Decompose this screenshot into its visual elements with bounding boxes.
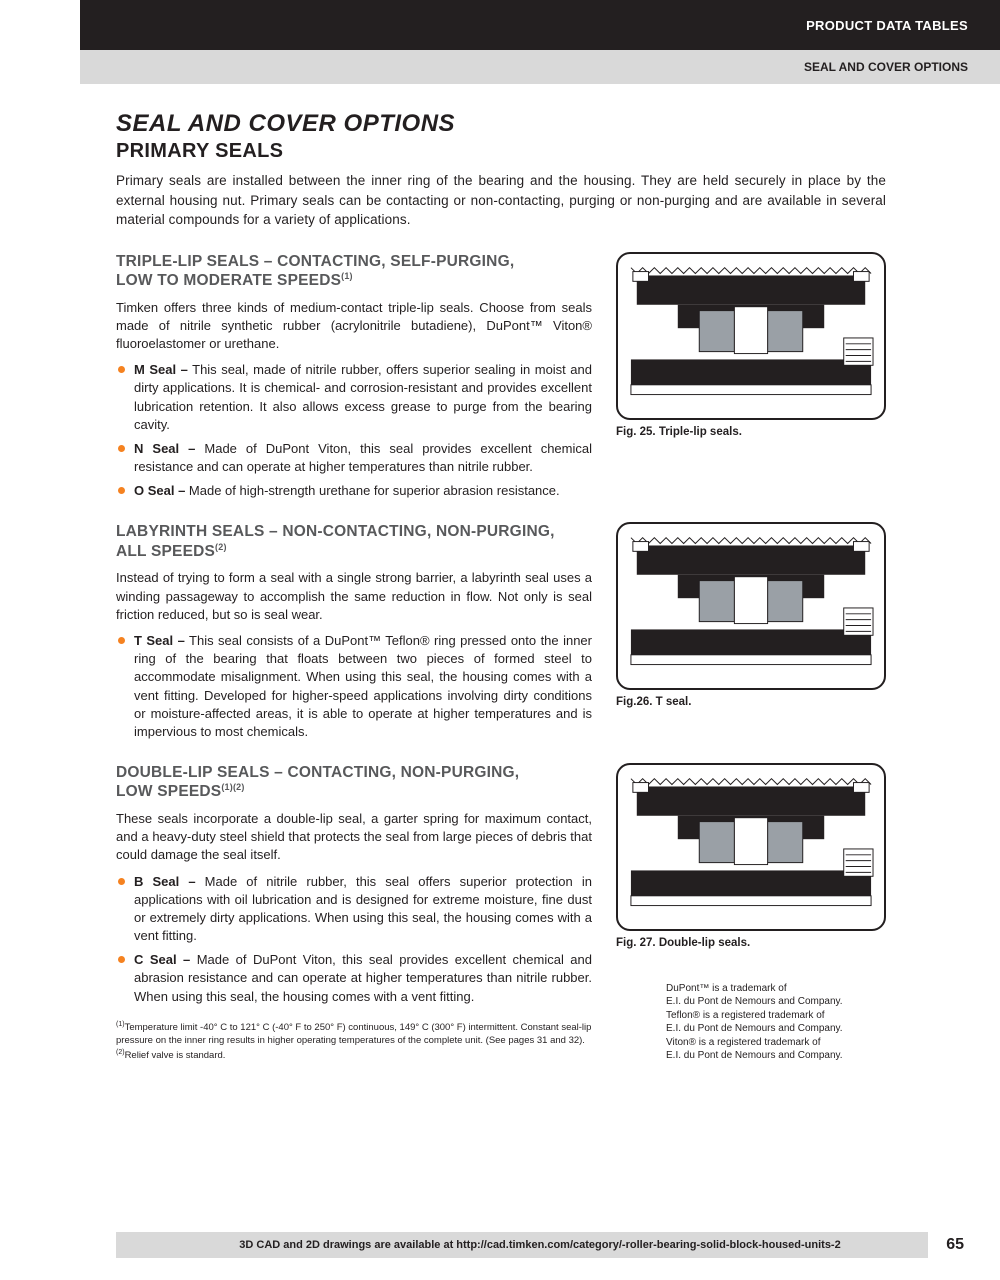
tm-line: Viton® is a registered trademark of	[666, 1036, 886, 1050]
footnote: (1)Temperature limit -40° C to 121° C (-…	[116, 1020, 616, 1048]
header-black-text: PRODUCT DATA TABLES	[806, 18, 968, 33]
footnote: (2)Relief valve is standard.	[116, 1048, 616, 1063]
seal-diagram	[618, 765, 884, 929]
bullet-item: N Seal – Made of DuPont Viton, this seal…	[116, 440, 592, 476]
section-2: DOUBLE-LIP SEALS – CONTACTING, NON-PURGI…	[116, 763, 886, 1006]
footer-bar: 3D CAD and 2D drawings are available at …	[116, 1232, 964, 1258]
bullet-item: T Seal – This seal consists of a DuPont™…	[116, 632, 592, 741]
bullet-item: O Seal – Made of high-strength urethane …	[116, 482, 592, 500]
figure-box	[616, 252, 886, 420]
intro-paragraph: Primary seals are installed between the …	[116, 171, 886, 230]
section-body: Instead of trying to form a seal with a …	[116, 569, 592, 624]
figure-box	[616, 522, 886, 690]
figure-box	[616, 763, 886, 931]
bullet-item: M Seal – This seal, made of nitrile rubb…	[116, 361, 592, 434]
figure-caption: Fig. 27. Double-lip seals.	[616, 937, 886, 949]
section-body: These seals incorporate a double-lip sea…	[116, 810, 592, 865]
bullet-item: C Seal – Made of DuPont Viton, this seal…	[116, 951, 592, 1006]
tm-line: E.I. du Pont de Nemours and Company.	[666, 995, 886, 1009]
page-number: 65	[928, 1232, 964, 1258]
tm-line: DuPont™ is a trademark of	[666, 982, 886, 996]
bullet-list: T Seal – This seal consists of a DuPont™…	[116, 632, 592, 741]
tm-line: E.I. du Pont de Nemours and Company.	[666, 1049, 886, 1063]
figure-caption: Fig. 25. Triple-lip seals.	[616, 426, 886, 438]
bullet-item: B Seal – Made of nitrile rubber, this se…	[116, 873, 592, 946]
header-grey-text: SEAL AND COVER OPTIONS	[804, 60, 968, 74]
figure-caption: Fig.26. T seal.	[616, 696, 886, 708]
section-0: TRIPLE-LIP SEALS – CONTACTING, SELF-PURG…	[116, 252, 886, 501]
section-heading: DOUBLE-LIP SEALS – CONTACTING, NON-PURGI…	[116, 763, 592, 802]
seal-diagram	[618, 254, 884, 418]
bullet-list: M Seal – This seal, made of nitrile rubb…	[116, 361, 592, 500]
trademark-note: DuPont™ is a trademark ofE.I. du Pont de…	[666, 982, 886, 1063]
section-heading: TRIPLE-LIP SEALS – CONTACTING, SELF-PURG…	[116, 252, 592, 291]
section-body: Timken offers three kinds of medium-cont…	[116, 299, 592, 354]
footer-text: 3D CAD and 2D drawings are available at …	[239, 1239, 840, 1251]
section-1: LABYRINTH SEALS – NON-CONTACTING, NON-PU…	[116, 522, 886, 741]
footnotes: (1)Temperature limit -40° C to 121° C (-…	[116, 1020, 616, 1063]
seal-diagram	[618, 524, 884, 688]
header-grey-bar: SEAL AND COVER OPTIONS	[80, 50, 1000, 84]
page-title: SEAL AND COVER OPTIONS	[116, 110, 886, 138]
section-heading: LABYRINTH SEALS – NON-CONTACTING, NON-PU…	[116, 522, 592, 561]
tm-line: Teflon® is a registered trademark of	[666, 1009, 886, 1023]
page-subtitle: PRIMARY SEALS	[116, 140, 886, 163]
tm-line: E.I. du Pont de Nemours and Company.	[666, 1022, 886, 1036]
header-black-bar: PRODUCT DATA TABLES	[80, 0, 1000, 50]
bullet-list: B Seal – Made of nitrile rubber, this se…	[116, 873, 592, 1006]
page-content: SEAL AND COVER OPTIONS PRIMARY SEALS Pri…	[116, 110, 886, 1063]
